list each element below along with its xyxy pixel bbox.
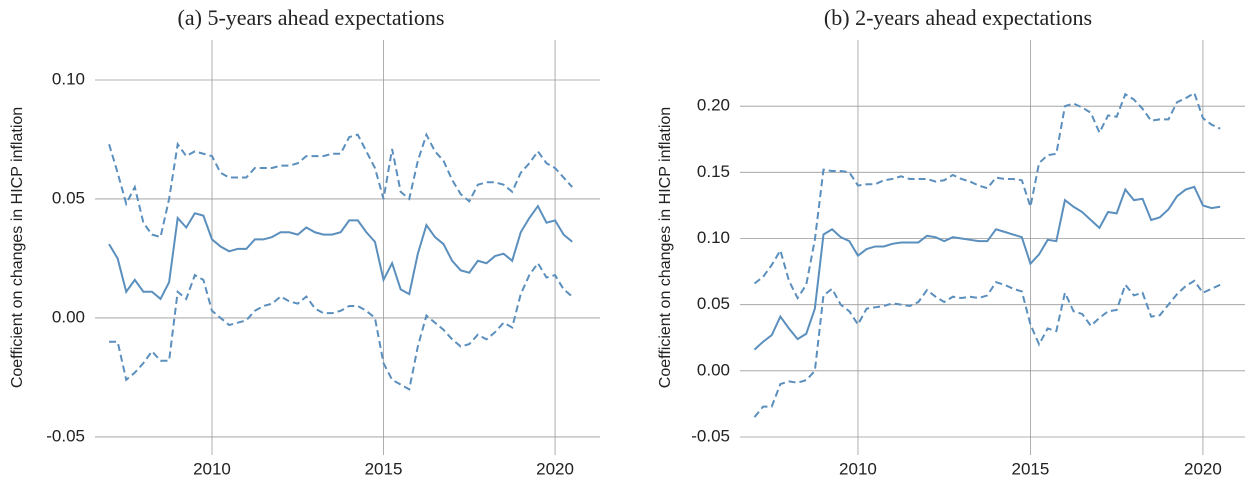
x-tick-label: 2020: [1184, 459, 1222, 478]
chart-title: (a) 5-years ahead expectations: [178, 5, 445, 30]
series-line: [108, 204, 573, 301]
series-line: [108, 132, 573, 239]
series-line: [753, 279, 1221, 418]
series-line: [753, 185, 1221, 351]
chart-title: (b) 2-years ahead expectations: [824, 5, 1092, 30]
series-line: [753, 91, 1221, 301]
x-tick-label: 2015: [365, 459, 403, 478]
y-tick-label: 0.10: [697, 228, 730, 247]
y-tick-label: 0.10: [52, 69, 85, 88]
x-tick-label: 2010: [839, 459, 877, 478]
y-tick-label: 0.00: [697, 360, 730, 379]
y-tick-label: 0.00: [52, 307, 85, 326]
y-tick-label: 0.05: [697, 294, 730, 313]
y-tick-label: -0.05: [691, 426, 730, 445]
x-tick-label: 2020: [536, 459, 574, 478]
x-tick-label: 2015: [1012, 459, 1050, 478]
y-tick-label: 0.20: [697, 96, 730, 115]
y-tick-label: 0.05: [52, 188, 85, 207]
series-line: [109, 261, 573, 391]
y-tick-label: 0.15: [697, 162, 730, 181]
y-tick-label: -0.05: [46, 426, 85, 445]
y-axis-label: Coefficient on changes in HICP inflation: [9, 107, 26, 388]
x-tick-label: 2010: [193, 459, 231, 478]
y-axis-label: Coefficient on changes in HICP inflation: [657, 107, 674, 388]
